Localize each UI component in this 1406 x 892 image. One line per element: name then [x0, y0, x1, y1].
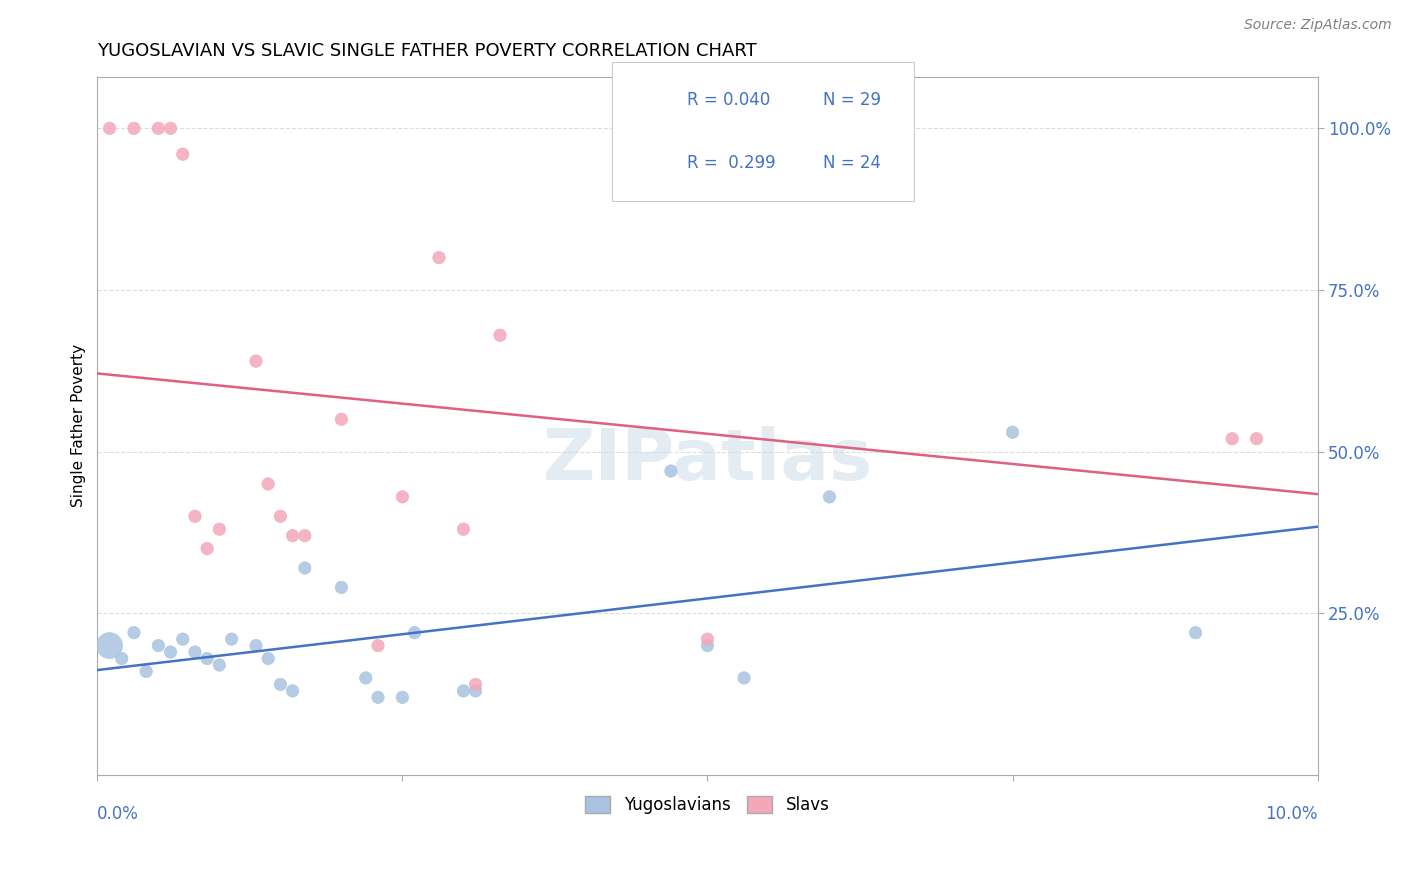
Point: [818, 490, 841, 504]
Text: YUGOSLAVIAN VS SLAVIC SINGLE FATHER POVERTY CORRELATION CHART: YUGOSLAVIAN VS SLAVIC SINGLE FATHER POVE…: [97, 42, 756, 60]
Point: [221, 632, 243, 647]
Legend: Yugoslavians, Slavs: Yugoslavians, Slavs: [576, 788, 838, 822]
Text: ZIPatlas: ZIPatlas: [543, 426, 873, 495]
Point: [159, 121, 181, 136]
Point: [330, 412, 353, 426]
Point: [172, 632, 194, 647]
Text: 0.0%: 0.0%: [97, 805, 139, 823]
Point: [659, 464, 682, 478]
Point: [98, 639, 121, 653]
Point: [367, 690, 389, 705]
Point: [245, 639, 267, 653]
Text: N = 29: N = 29: [824, 91, 882, 109]
Point: [208, 658, 231, 673]
Text: Source: ZipAtlas.com: Source: ZipAtlas.com: [1244, 18, 1392, 32]
Point: [696, 639, 718, 653]
Y-axis label: Single Father Poverty: Single Father Poverty: [72, 344, 86, 508]
Point: [269, 677, 291, 691]
Point: [404, 625, 426, 640]
Point: [195, 651, 218, 665]
Text: 10.0%: 10.0%: [1265, 805, 1317, 823]
Point: [733, 671, 755, 685]
Point: [281, 684, 304, 698]
Point: [294, 561, 316, 575]
Text: N = 24: N = 24: [824, 154, 882, 172]
Point: [195, 541, 218, 556]
Point: [1220, 432, 1243, 446]
Point: [159, 645, 181, 659]
Point: [453, 684, 475, 698]
Point: [111, 651, 134, 665]
Point: [1246, 432, 1268, 446]
Point: [464, 684, 486, 698]
Point: [257, 651, 280, 665]
FancyBboxPatch shape: [624, 141, 672, 186]
Point: [879, 121, 901, 136]
Point: [453, 522, 475, 536]
Point: [330, 581, 353, 595]
Point: [427, 251, 450, 265]
Point: [1001, 425, 1024, 440]
Point: [354, 671, 377, 685]
Point: [294, 529, 316, 543]
Point: [269, 509, 291, 524]
Point: [122, 625, 145, 640]
Point: [489, 328, 512, 343]
Point: [1184, 625, 1206, 640]
Point: [391, 490, 413, 504]
Point: [172, 147, 194, 161]
Point: [696, 632, 718, 647]
Point: [464, 677, 486, 691]
Text: R = 0.040: R = 0.040: [688, 91, 770, 109]
Point: [208, 522, 231, 536]
Point: [391, 690, 413, 705]
Point: [148, 121, 170, 136]
Point: [257, 477, 280, 491]
Point: [135, 665, 157, 679]
Point: [148, 639, 170, 653]
FancyBboxPatch shape: [612, 62, 914, 201]
Point: [281, 529, 304, 543]
Point: [122, 121, 145, 136]
Point: [98, 121, 121, 136]
Point: [245, 354, 267, 368]
Point: [367, 639, 389, 653]
Point: [184, 509, 207, 524]
Text: R =  0.299: R = 0.299: [688, 154, 776, 172]
FancyBboxPatch shape: [624, 78, 672, 122]
Point: [184, 645, 207, 659]
